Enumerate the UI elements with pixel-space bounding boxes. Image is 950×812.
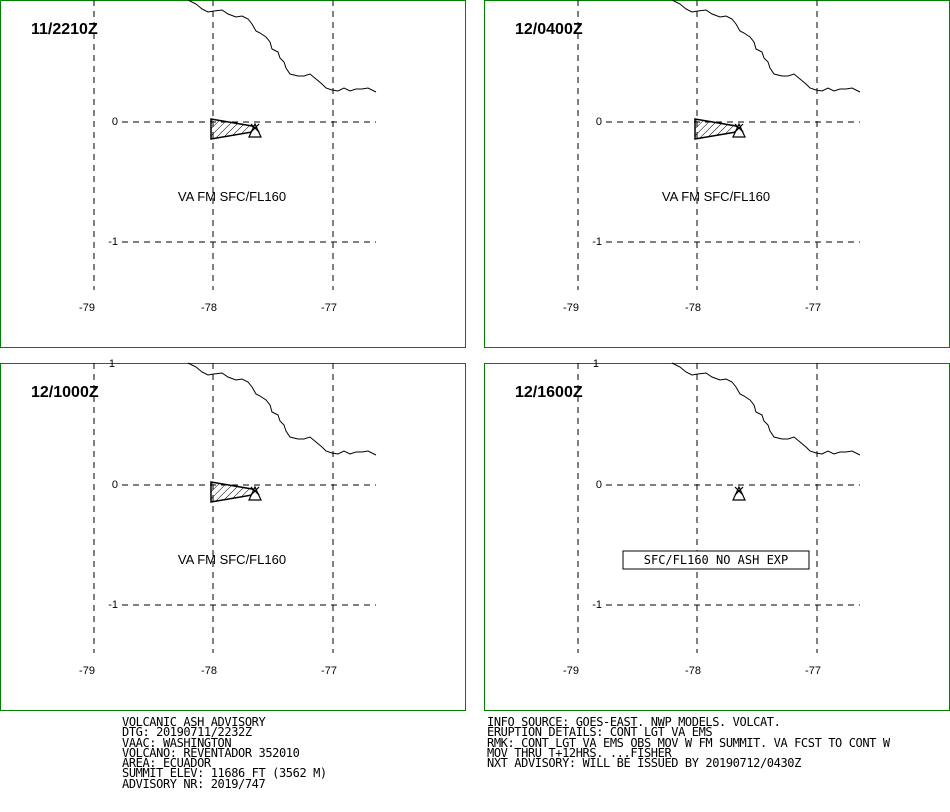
lat-lon-grid — [577, 0, 860, 290]
ash-level-label: SFC/FL160 NO ASH EXP — [644, 553, 789, 567]
axis-labels: -79 -78 -77 1 0 -1 — [563, 358, 821, 677]
forecast-panel-2: -79 -78 -77 0 -1 12/0400Z VA FM SFC/FL160 — [484, 0, 950, 348]
lon-label-78: -78 — [201, 665, 217, 677]
lat-label-minus1: -1 — [108, 236, 118, 248]
lat-label-minus1: -1 — [592, 599, 602, 611]
lon-label-77: -77 — [805, 665, 821, 677]
lon-label-79: -79 — [563, 302, 579, 314]
lon-label-78: -78 — [201, 302, 217, 314]
advisory-header-line: AREA: ECUADOR — [122, 756, 211, 771]
forecast-time-label: 12/0400Z — [515, 21, 583, 38]
volcano-icon — [248, 122, 262, 138]
ash-level-label: VA FM SFC/FL160 — [662, 189, 770, 204]
lat-label-0: 0 — [596, 116, 602, 128]
advisory-remarks-block: INFO SOURCE: GOES-EAST. NWP MODELS. VOLC… — [487, 715, 890, 771]
coastline — [187, 362, 377, 456]
forecast-panel-1: -79 -78 -77 0 -1 11/2210Z VA FM SFC/FL160 — [0, 0, 466, 348]
advisory-remarks-line: INFO SOURCE: GOES-EAST. NWP MODELS. VOLC… — [487, 715, 781, 729]
advisory-header-line: DTG: 20190711/2232Z — [122, 725, 252, 740]
lat-lon-grid — [577, 363, 860, 653]
advisory-header-line: VOLCANIC ASH ADVISORY — [122, 715, 266, 729]
advisory-remarks-line: ERUPTION DETAILS: CONT LGT VA EMS — [487, 725, 713, 740]
lat-label-1: 1 — [109, 358, 115, 370]
lon-label-79: -79 — [79, 665, 95, 677]
no-ash-label-box — [622, 550, 810, 570]
lat-label-minus1: -1 — [592, 236, 602, 248]
lon-label-77: -77 — [805, 302, 821, 314]
advisory-header-line: VAAC: WASHINGTON — [122, 735, 232, 750]
lat-label-1: 1 — [593, 358, 599, 370]
advisory-header-block: VOLCANIC ASH ADVISORY DTG: 20190711/2232Z… — [122, 715, 327, 791]
advisory-header-line: ADVISORY NR: 2019/747 — [122, 776, 266, 791]
lat-label-0: 0 — [112, 116, 118, 128]
lon-label-79: -79 — [79, 302, 95, 314]
forecast-time-label: 12/1600Z — [515, 384, 583, 401]
lon-label-78: -78 — [685, 665, 701, 677]
coastline — [671, 362, 861, 456]
advisory-remarks-line: MOV THRU T+12HRS. ...FISHER — [487, 745, 672, 760]
lon-label-78: -78 — [685, 302, 701, 314]
lat-label-0: 0 — [596, 479, 602, 491]
lat-label-minus1: -1 — [108, 599, 118, 611]
coastline — [187, 0, 377, 93]
ash-level-label: VA FM SFC/FL160 — [178, 189, 286, 204]
advisory-remarks-line: NXT ADVISORY: WILL BE ISSUED BY 20190712… — [487, 756, 801, 771]
coastline — [671, 0, 861, 93]
panel-border — [484, 363, 950, 711]
forecast-time-label: 12/1000Z — [31, 384, 99, 401]
axis-labels: -79 -78 -77 1 0 -1 — [79, 358, 337, 677]
panel-border — [0, 0, 466, 348]
forecast-time-label: 11/2210Z — [31, 21, 98, 38]
advisory-header-line: SUMMIT ELEV: 11686 FT (3562 M) — [122, 766, 327, 781]
advisory-header-line: VOLCANO: REVENTADOR 352010 — [122, 745, 300, 760]
lon-label-77: -77 — [321, 302, 337, 314]
axis-labels: -79 -78 -77 0 -1 — [563, 116, 821, 314]
volcano-icon — [248, 485, 262, 501]
panel-border — [484, 0, 950, 348]
panel-border — [0, 363, 466, 711]
advisory-remarks-line: RMK: CONT LGT VA EMS OBS MOV W FM SUMMIT… — [487, 735, 890, 750]
forecast-panel-3: -79 -78 -77 1 0 -1 12/1000Z VA FM SFC/FL160 — [0, 358, 466, 711]
lat-lon-grid — [93, 0, 376, 290]
forecast-panel-4: -79 -78 -77 1 0 -1 12/1600Z SFC/FL160 NO ASH … — [484, 358, 950, 711]
volcano-icon — [732, 485, 746, 501]
ash-level-label: VA FM SFC/FL160 — [178, 552, 286, 567]
lat-lon-grid — [93, 363, 376, 653]
lat-label-0: 0 — [112, 479, 118, 491]
volcano-icon — [732, 122, 746, 138]
axis-labels: -79 -78 -77 0 -1 — [79, 116, 337, 314]
lon-label-77: -77 — [321, 665, 337, 677]
lon-label-79: -79 — [563, 665, 579, 677]
